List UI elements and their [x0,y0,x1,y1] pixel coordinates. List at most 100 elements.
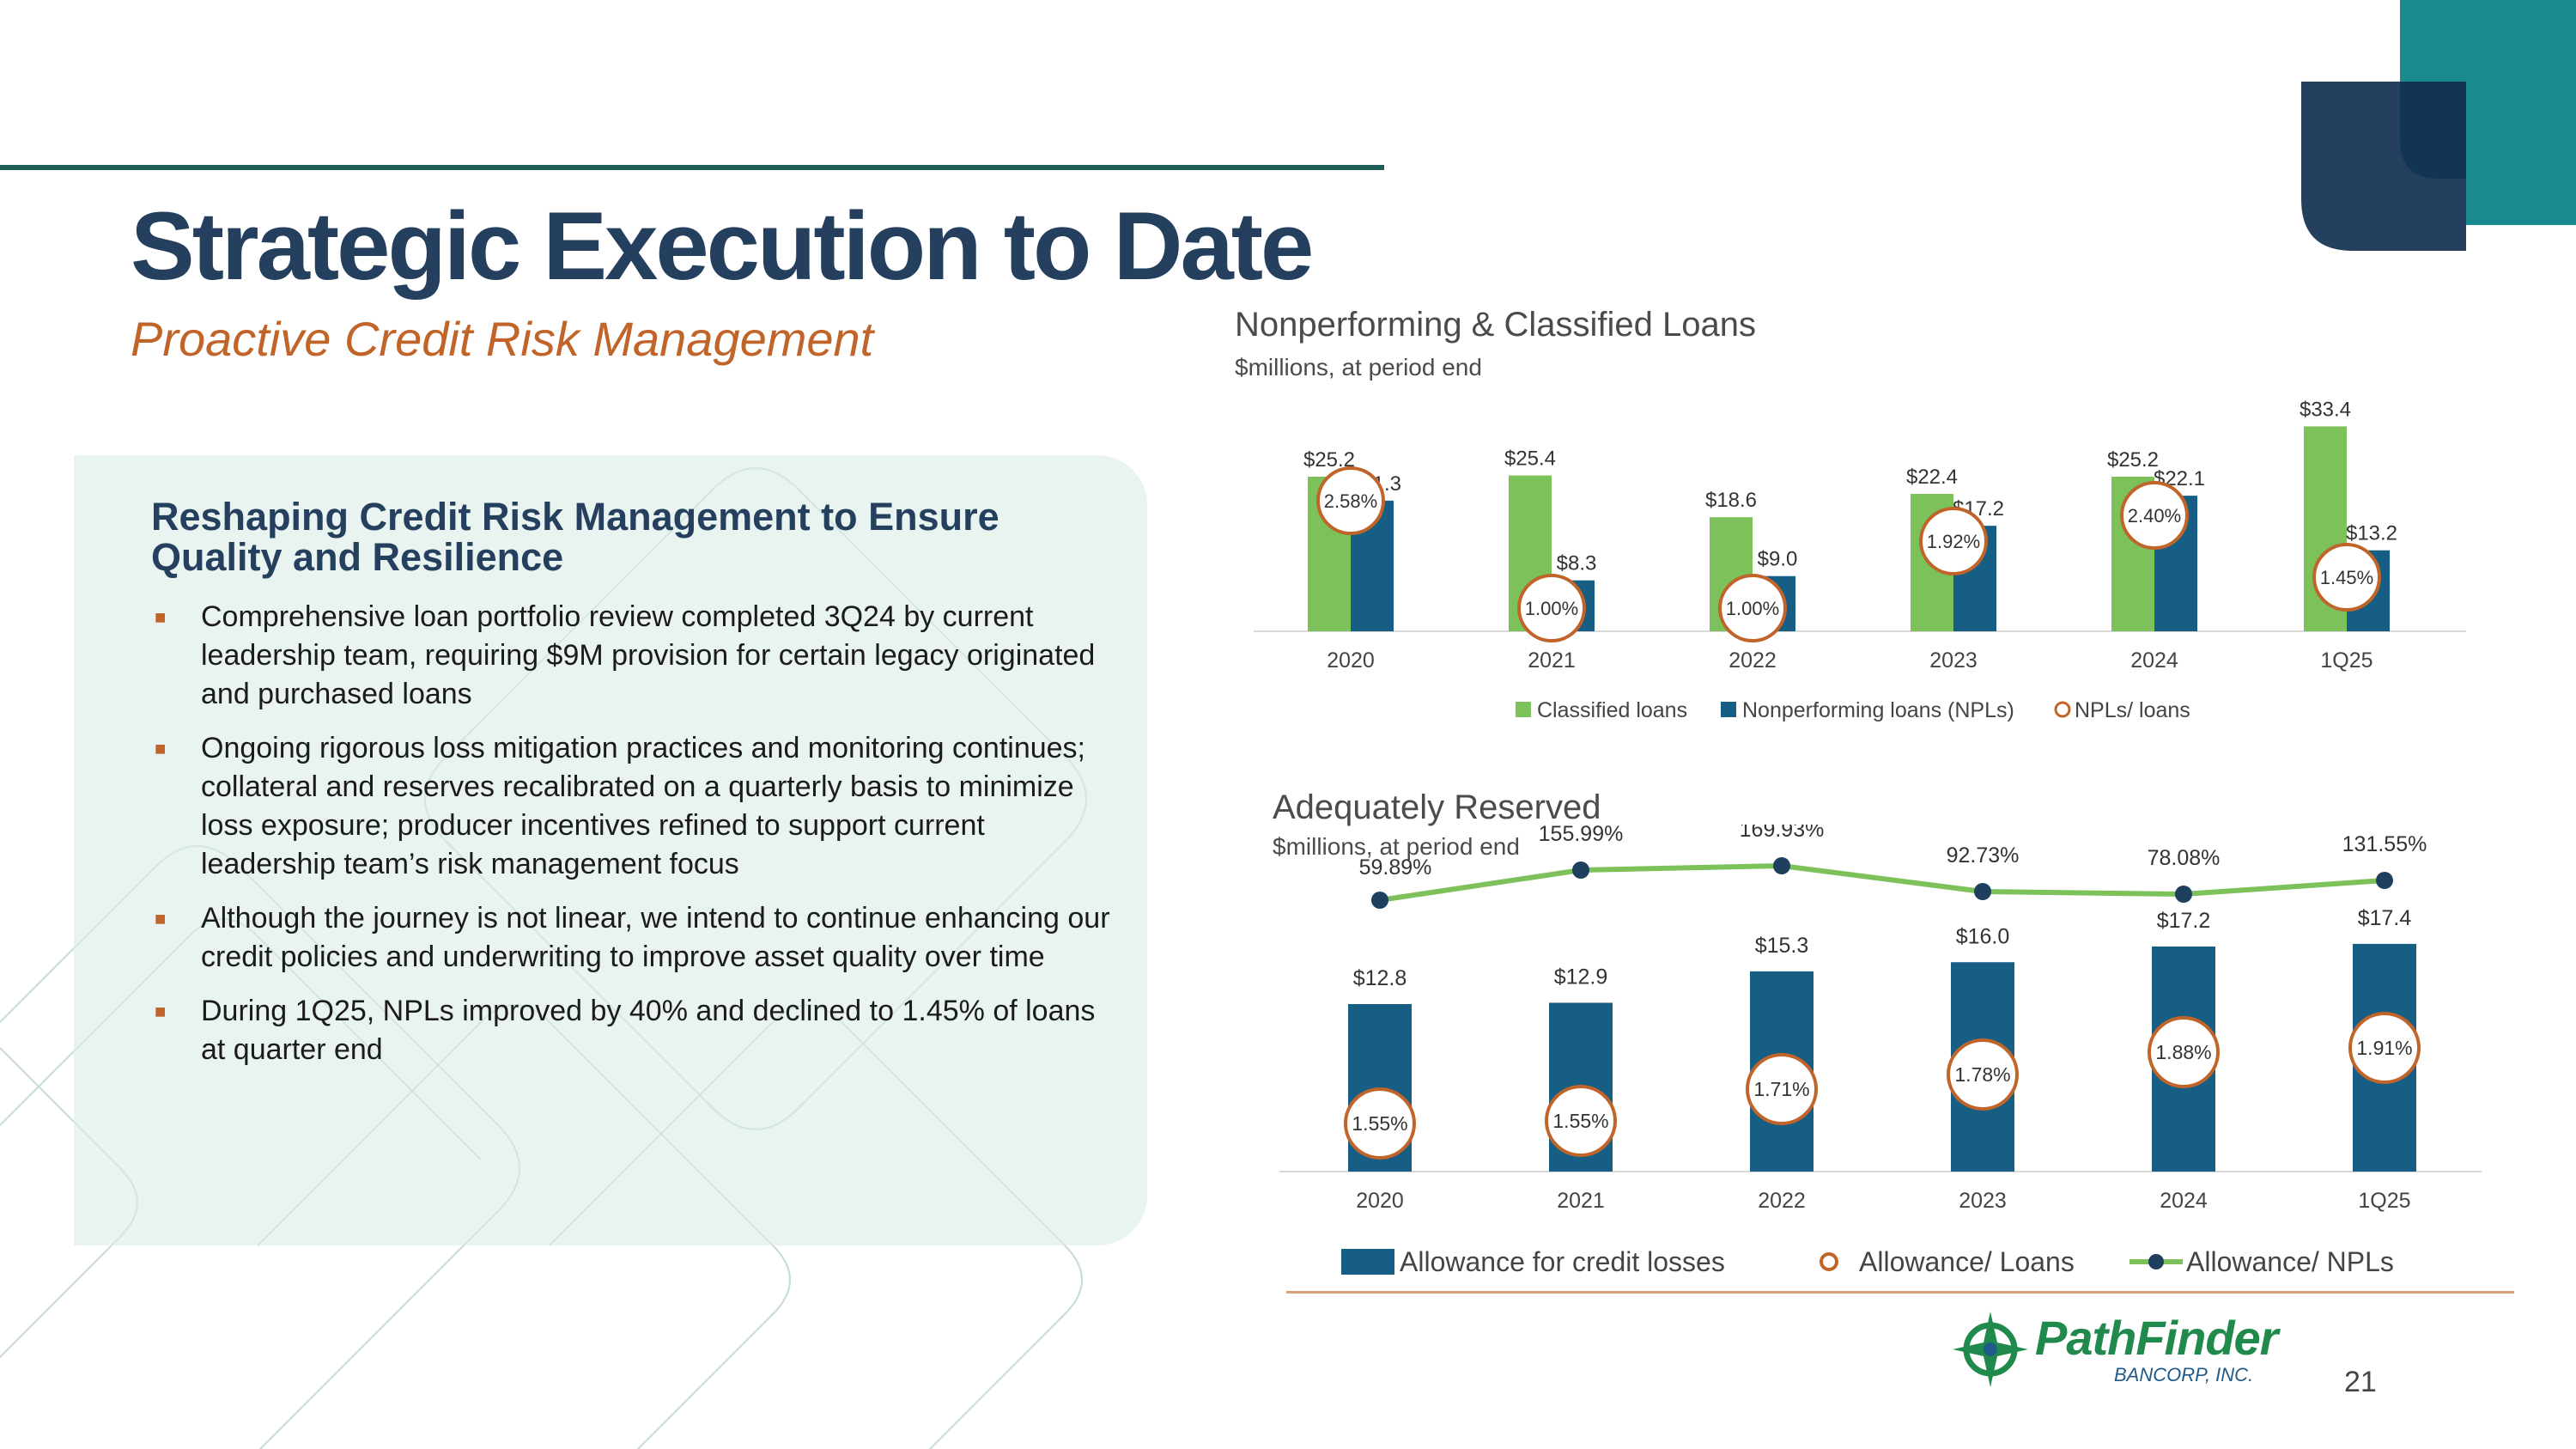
chart1-x-tick: 1Q25 [2320,648,2372,673]
chart1-npl-ratio-label: 1.00% [1525,598,1578,619]
page-subtitle: Proactive Credit Risk Management [131,312,874,366]
chart2-allowance-npl-label: 78.08% [2148,846,2221,870]
chart1-legend-classified: Classified loans [1537,698,1687,722]
chart2-allowance-npl-label: 59.89% [1359,855,1432,880]
panel-heading: Reshaping Credit Risk Management to Ensu… [151,495,999,579]
chart2-legend-swatch-point [2148,1254,2164,1269]
chart1-legend-npl: Nonperforming loans (NPLs) [1742,698,2014,722]
chart2-allowance-npl-point [1371,892,1388,909]
chart2-x-tick: 1Q25 [2358,1189,2410,1213]
chart2-legend-line: Allowance/ NPLs [2186,1246,2394,1277]
chart1-npl-ratio-marker [1316,466,1385,535]
chart2-allowance-npl-label: 155.99% [1539,825,1624,846]
chart2-allowance-npl-point [2175,886,2192,903]
chart1-label-classified: $18.6 [1705,489,1757,512]
summary-panel [74,455,1147,1245]
chart1-npl-ratio-marker [1517,574,1586,642]
bullet-item: ■ Ongoing rigorous loss mitigation practi… [151,729,1121,884]
chart2-legend-ratio: Allowance/ Loans [1859,1246,2075,1277]
brand-subname: BANCORP, INC. [2114,1364,2254,1385]
corner-overlap-block [2400,82,2466,179]
chart1-label-npl: $13.2 [2346,522,2397,545]
chart2-allowance-loans-label: 1.55% [1552,1110,1608,1132]
bullet-marker-icon: ■ [155,908,167,929]
chart1-legend-ratio: NPLs/ loans [2075,698,2190,722]
chart2-allowance-npl-point [2376,872,2393,889]
chart2-allowance-npl-point [1974,883,1991,900]
bullet-text: Ongoing rigorous loss mitigation practic… [201,732,1085,880]
chart1-npl-ratio-marker [2312,543,2381,612]
compass-logo-icon [1953,1312,2028,1387]
chart2-label-allowance: $17.4 [2358,906,2412,930]
chart2-allowance-npl-point [1572,861,1589,879]
chart1-npl-ratio-marker [1919,507,1988,575]
chart1-npl-ratio-label: 1.45% [2320,567,2373,588]
title-rule [0,165,1384,170]
chart2-allowance-loans-label: 1.55% [1352,1112,1407,1135]
chart1-x-tick: 2024 [2130,648,2178,673]
bullet-marker-icon: ■ [155,1001,167,1022]
bullet-item: ■ Although the journey is not linear, we … [151,899,1121,977]
chart2-title: Adequately Reserved [1273,788,1601,826]
chart1-npl-ratio-label: 1.92% [1927,531,1980,552]
chart2-allowance-npl-line [1379,862,2385,903]
chart1-npl-ratio-marker [1718,574,1787,642]
chart1-label-npl: $8.3 [1557,552,1597,575]
chart2-allowance-loans-marker [1344,1087,1416,1160]
chart2-x-tick: 2022 [1758,1189,1806,1213]
chart1-x-tick: 2023 [1929,648,1978,673]
chart2-allowance-npl-label: 169.93% [1740,825,1825,842]
chart1-x-tick: 2022 [1728,648,1777,673]
page-title: Strategic Execution to Date [131,192,1314,300]
page-number: 21 [2344,1366,2377,1398]
chart2-allowance-npl-label: 131.55% [2342,832,2427,856]
chart1-label-classified: $25.2 [2107,448,2159,472]
chart1-label-classified: $22.4 [1906,466,1958,489]
chart2-allowance-loans-label: 1.88% [2155,1041,2211,1063]
bullet-item: ■ During 1Q25, NPLs improved by 40% and d… [151,992,1121,1069]
bullet-list: ■ Comprehensive loan portfolio review com… [151,598,1121,1085]
chart2-allowance-loans-marker [2148,1016,2220,1088]
bullet-text: Comprehensive loan portfolio review comp… [201,600,1096,710]
bullet-item: ■ Comprehensive loan portfolio review com… [151,598,1121,714]
chart2-allowance-loans-label: 1.71% [1753,1078,1809,1100]
allowance-chart: $12.8 1.55% 59.89% 2020 $12.9 1.55% 155.99% 202… [1279,825,2482,1277]
brand-name: PathFinder [2035,1311,2278,1365]
chart1-legend-swatch-npl [1721,702,1736,717]
bullet-marker-icon: ■ [155,606,167,628]
chart2-x-tick: 2020 [1356,1189,1404,1213]
chart1-npl-ratio-label: 2.40% [2128,505,2181,527]
chart1-label-npl: $9.0 [1758,548,1798,571]
chart1-label-classified: $33.4 [2300,398,2351,421]
chart2-allowance-loans-marker [1746,1053,1818,1125]
chart1-x-tick: 2020 [1327,648,1375,673]
chart2-allowance-loans-marker [1947,1038,2019,1111]
npl-classified-chart: $25.2$21.32.58%2020$25.4$8.31.00%2021$18… [1254,398,2466,722]
chart1-x-tick: 2021 [1528,648,1576,673]
chart1-npl-ratio-label: 2.58% [1324,490,1377,512]
chart2-label-allowance: $17.2 [2157,909,2211,933]
footer-rule [1286,1291,2514,1294]
chart1-npl-ratio-marker [2120,481,2189,550]
chart2-allowance-loans-marker [1545,1085,1617,1157]
chart2-allowance-loans-label: 1.78% [1954,1063,2010,1086]
chart2-label-allowance: $12.9 [1554,965,1608,989]
chart2-x-tick: 2023 [1959,1189,2007,1213]
chart2-legend-swatch-allowance [1341,1249,1394,1275]
chart2-allowance-npl-label: 92.73% [1947,843,2020,868]
chart2-label-allowance: $15.3 [1755,934,1809,958]
chart2-legend-allowance: Allowance for credit losses [1400,1246,1725,1277]
chart1-npl-ratio-label: 1.00% [1726,598,1779,619]
chart1-legend-swatch-classified [1516,702,1531,717]
bullet-marker-icon: ■ [155,738,167,759]
chart1-legend-swatch-ratio [2054,701,2071,718]
chart1-label-classified: $25.4 [1504,447,1556,471]
chart2-allowance-npl-point [1773,857,1790,874]
chart2-legend-swatch-ratio [1820,1252,1838,1271]
chart2-allowance-loans-marker [2348,1012,2421,1084]
chart2-subtitle: $millions, at period end [1273,833,1520,860]
chart2-label-allowance: $16.0 [1956,924,2010,948]
bullet-text: Although the journey is not linear, we i… [201,902,1110,973]
chart2-label-allowance: $12.8 [1353,966,1407,990]
chart2-allowance-loans-label: 1.91% [2356,1037,2412,1059]
